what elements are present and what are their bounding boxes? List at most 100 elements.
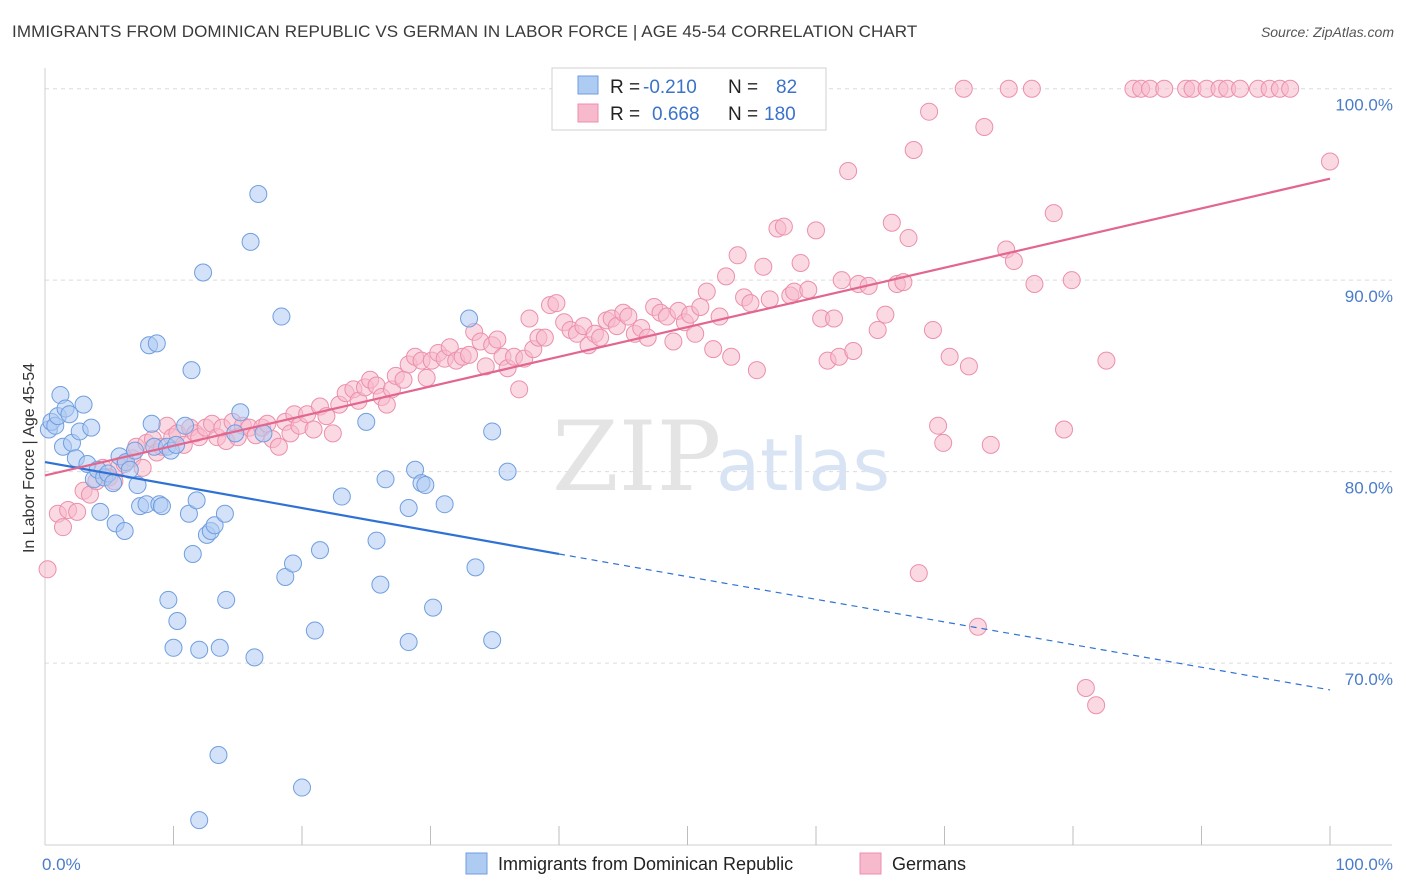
dominican-point — [293, 778, 311, 797]
germans-point — [460, 345, 479, 364]
dominican-point — [179, 504, 198, 523]
germans-point — [535, 328, 554, 347]
dominican-point — [182, 361, 201, 380]
germans-point — [1321, 152, 1339, 171]
legend-n-label-pink: N = — [728, 104, 758, 125]
dominican-point — [272, 307, 291, 326]
germans-point — [722, 347, 741, 366]
dominican-point — [371, 575, 390, 594]
germans-point — [929, 416, 948, 435]
germans-point — [476, 357, 495, 376]
dominican-point — [217, 590, 236, 609]
germans-point — [68, 502, 87, 521]
germans-point — [1097, 351, 1116, 370]
germans-point — [619, 307, 638, 326]
germans-point — [799, 280, 818, 299]
dominican-point — [305, 621, 324, 640]
germans-point — [510, 380, 529, 399]
germans-point — [53, 518, 72, 537]
germans-point — [981, 435, 1000, 454]
dominican-point — [399, 499, 418, 518]
watermark-zip: ZIP — [552, 401, 721, 513]
germans-point — [807, 221, 825, 240]
source-label: Source: ZipAtlas.com — [1260, 24, 1394, 40]
germans-point — [728, 246, 747, 265]
germans-point — [968, 617, 987, 636]
dominican-point — [367, 531, 386, 550]
germans-point — [824, 309, 843, 328]
germans-point — [1025, 275, 1044, 294]
dominican-point — [276, 567, 295, 586]
germans-point — [1281, 79, 1300, 98]
germans-point — [417, 368, 436, 387]
legend-r-value-pink: 0.668 — [652, 104, 700, 125]
dominican-point — [249, 185, 268, 204]
germans-point — [959, 357, 978, 376]
germans-point — [791, 253, 810, 272]
dominican-point — [91, 502, 110, 521]
germans-point — [591, 328, 610, 347]
dominican-point — [483, 631, 502, 650]
dominican-point — [357, 412, 376, 431]
germans-points — [38, 79, 1339, 715]
dominican-trend-extension — [558, 553, 1331, 691]
dominican-point — [245, 648, 264, 667]
germans-point — [1055, 420, 1074, 439]
germans-point — [844, 342, 863, 361]
dominican-point — [210, 638, 229, 657]
germans-point — [876, 305, 895, 324]
germans-point — [882, 213, 901, 232]
dominican-point — [128, 476, 147, 495]
germans-point — [697, 282, 716, 301]
legend-swatch-blue — [577, 75, 599, 95]
dominican-point — [104, 474, 123, 493]
dominican-point — [115, 522, 134, 540]
dominican-point — [498, 462, 517, 481]
stats-legend: R = -0.210 N = 82 R = 0.668 N = 180 — [551, 67, 827, 131]
dominican-point — [466, 558, 485, 577]
germans-point — [304, 420, 323, 439]
x-tick-label: 0.0% — [42, 855, 81, 874]
germans-point — [520, 309, 539, 328]
germans-point — [899, 229, 918, 248]
dominican-point — [231, 403, 250, 422]
germans-point — [760, 290, 779, 309]
y-tick-labels: 100.0% 90.0% 80.0% 70.0% — [1335, 96, 1393, 689]
germans-point — [710, 307, 729, 326]
dominican-point — [147, 334, 166, 353]
germans-trend-line — [44, 177, 1331, 477]
watermark-atlas: atlas — [716, 423, 890, 507]
germans-point — [323, 424, 342, 443]
trend-lines — [44, 177, 1331, 691]
germans-point — [1231, 79, 1250, 98]
series-legend-label-pink: Germans — [892, 854, 966, 874]
germans-point — [269, 437, 288, 456]
y-tick-label: 70.0% — [1345, 670, 1393, 689]
germans-point — [717, 267, 736, 286]
dominican-point — [190, 811, 209, 830]
x-tick-label: 100.0% — [1335, 855, 1393, 874]
dominican-point — [332, 487, 351, 506]
y-tick-label: 80.0% — [1345, 479, 1393, 498]
germans-point — [1044, 204, 1063, 223]
germans-point — [1076, 679, 1095, 697]
germans-point — [839, 162, 858, 181]
legend-n-label-blue: N = — [728, 77, 758, 98]
dominican-points — [39, 185, 517, 830]
germans-point — [920, 102, 939, 121]
dominican-point — [399, 633, 418, 652]
legend-r-label-pink: R = — [610, 104, 640, 125]
germans-point — [747, 361, 766, 380]
series-legend-swatch-pink — [859, 852, 882, 875]
dominican-point — [82, 418, 101, 437]
y-tick-label: 100.0% — [1335, 96, 1393, 115]
dominican-point — [142, 414, 161, 433]
germans-point — [909, 564, 928, 583]
legend-n-value-pink: 180 — [764, 104, 796, 125]
germans-point — [904, 140, 923, 159]
legend-swatch-pink — [577, 103, 599, 123]
dominican-point — [205, 516, 224, 535]
dominican-point — [416, 476, 435, 495]
series-legend: Immigrants from Dominican Republic Germa… — [465, 852, 966, 875]
